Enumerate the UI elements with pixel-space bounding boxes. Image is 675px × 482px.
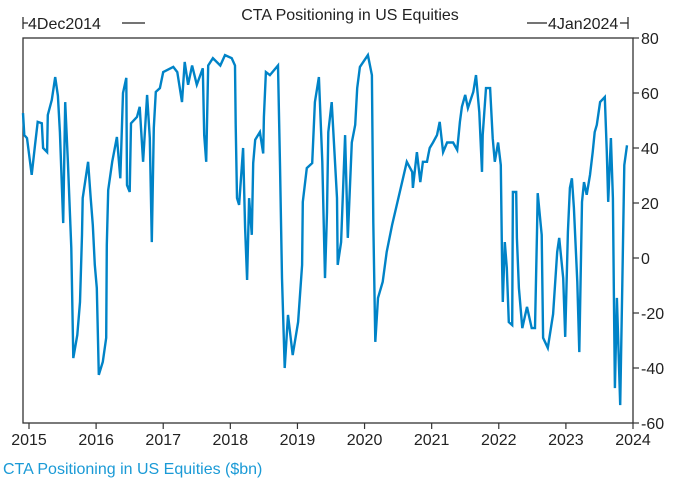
end-date-label: 4Jan2024: [548, 16, 618, 33]
x-tick-label: 2023: [548, 432, 584, 449]
y-tick-label: 0: [641, 251, 650, 268]
x-axis: 2015 2016 2017 2018 2019 2020 2021 2022 2023 2024: [11, 423, 651, 449]
legend-entry: CTA Positioning in US Equities ($bn): [3, 461, 262, 478]
x-tick-label: 2021: [414, 432, 450, 449]
x-tick-label: 2024: [615, 432, 651, 449]
x-tick-label: 2018: [213, 432, 249, 449]
x-tick-label: 2022: [481, 432, 517, 449]
series-line: [21, 52, 629, 406]
x-tick-label: 2015: [11, 432, 47, 449]
start-date-label: 4Dec2014: [28, 16, 101, 33]
plot-area: [22, 37, 634, 424]
x-tick-label: 2020: [347, 432, 383, 449]
y-tick-label: -40: [641, 361, 664, 378]
y-tick-label: 40: [641, 141, 659, 158]
end-date-marker: 4Jan2024: [527, 16, 629, 33]
y-tick-label: 60: [641, 86, 659, 103]
y-tick-label: -20: [641, 306, 664, 323]
y-tick-label: -60: [641, 416, 664, 433]
x-tick-label: 2019: [280, 432, 316, 449]
y-tick-label: 20: [641, 196, 659, 213]
series-group: [21, 52, 629, 406]
x-tick-label: 2017: [145, 432, 181, 449]
y-tick-label: 80: [641, 31, 659, 48]
x-tick-label: 2016: [78, 432, 114, 449]
start-date-marker: 4Dec2014: [22, 16, 145, 33]
chart-title: CTA Positioning in US Equities: [241, 7, 459, 24]
y-axis: 80 60 40 20 0 -20 -40 -60: [633, 31, 664, 433]
